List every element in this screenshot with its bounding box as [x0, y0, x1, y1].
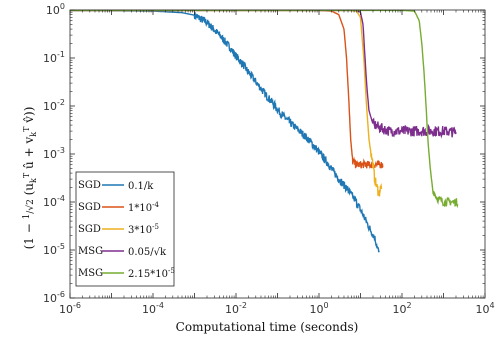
x-tick-label-0: 10-6: [59, 301, 81, 316]
x-tick-label-5: 104: [475, 301, 494, 316]
legend-method-3: SGD: [78, 224, 101, 235]
legend-label-3: 3*10-5: [128, 223, 159, 236]
y-tick-label-6: 100: [46, 2, 65, 17]
axis-layer: 10-6 10-4 10-2 100 102 104 10-6 10-5 10-4 10-3 10-…: [43, 2, 495, 316]
svg-text:(1 − 1/√2 (ukT û + vkT v̂)): (1 − 1/√2 (ukT û + vkT v̂)): [22, 107, 38, 250]
legend-label-2: 1*10-4: [128, 201, 159, 214]
legend-method-1: SGD: [78, 180, 101, 191]
x-axis-label: Computational time (seconds): [176, 320, 359, 334]
legend-method-2: SGD: [78, 202, 101, 213]
y-tick-label-1: 10-5: [43, 242, 65, 257]
x-tick-label-1: 10-4: [142, 301, 164, 316]
legend-label-1: 0.1/k: [128, 181, 154, 192]
y-tick-label-2: 10-4: [43, 194, 65, 209]
x-tick-label-3: 100: [309, 301, 328, 316]
legend-label-5: 2.15*10-5: [128, 267, 175, 280]
y-axis-label: (1 − 1/√2 (ukT û + vkT v̂)): [22, 107, 38, 250]
legend-method-5: MSG: [78, 268, 103, 279]
y-tick-label-0: 10-6: [43, 290, 65, 305]
x-tick-label-2: 10-2: [225, 301, 247, 316]
legend-label-4: 0.05/√k: [128, 247, 167, 258]
y-tick-label-5: 10-1: [43, 50, 65, 65]
y-tick-label-4: 10-2: [43, 98, 65, 113]
legend: SGD 0.1/k SGD 1*10-4 SGD 3*10-5 MSG 0.05/√k MSG 2…: [75, 171, 175, 287]
legend-method-4: MSG: [78, 246, 103, 257]
x-tick-label-4: 102: [392, 301, 411, 316]
legend-box: [75, 171, 175, 287]
y-tick-label-3: 10-3: [43, 146, 65, 161]
